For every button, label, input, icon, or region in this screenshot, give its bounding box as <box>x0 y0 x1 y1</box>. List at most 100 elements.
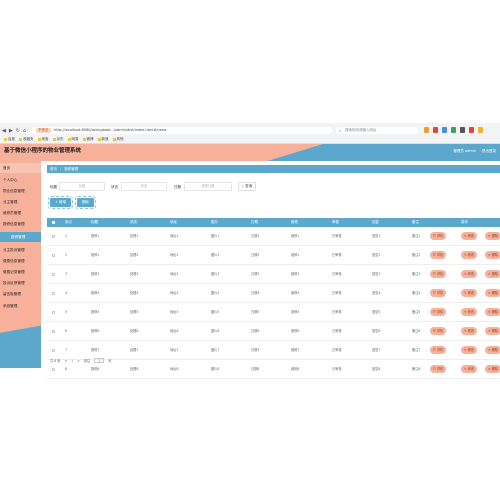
edit-button[interactable]: ✎ 修改 <box>461 251 478 259</box>
title-filter-input[interactable]: 标题 <box>59 182 105 191</box>
sidebar-item[interactable]: 业主投诉管理 <box>3 248 25 252</box>
edit-button[interactable]: ✎ 修改 <box>461 365 478 373</box>
sidebar-item[interactable]: 留言板管理 <box>3 292 21 296</box>
table-row[interactable]: 7 报修7 处理7 地址7 图片7 日期7 维修7 已审核 回复7 备注7 ☷ 详情 ✎ 修改 ✕ 删除 <box>47 341 500 360</box>
sidebar-item[interactable]: 业主管理 <box>3 200 18 204</box>
column-header[interactable]: 地址 <box>170 220 177 224</box>
detail-button[interactable]: ☷ 详情 <box>430 365 447 373</box>
back-icon[interactable]: ◀ <box>2 128 6 134</box>
extension-1-icon[interactable] <box>424 127 429 133</box>
column-header[interactable]: 备注 <box>412 220 419 224</box>
sidebar-item[interactable]: 个人中心 <box>3 178 18 182</box>
detail-button[interactable]: ☷ 详情 <box>430 232 447 240</box>
detail-button[interactable]: ☷ 详情 <box>430 346 447 354</box>
edit-button[interactable]: ✎ 修改 <box>461 270 478 278</box>
row-checkbox[interactable] <box>52 368 55 371</box>
column-header[interactable]: 状态 <box>130 220 137 224</box>
extension-4-icon[interactable] <box>451 127 456 133</box>
sidebar-item[interactable]: 投诉反馈管理 <box>3 281 25 285</box>
row-checkbox[interactable] <box>52 235 55 238</box>
delete-button[interactable]: ✕ 删除 <box>485 289 500 297</box>
batch-delete-button[interactable]: 删除 <box>75 196 97 209</box>
edit-button[interactable]: ✎ 修改 <box>461 327 478 335</box>
next-page-button[interactable]: > <box>77 359 80 363</box>
column-header[interactable]: 标题 <box>91 220 98 224</box>
select-all-checkbox[interactable] <box>52 221 55 224</box>
current-page[interactable]: 1 <box>71 359 74 363</box>
extension-3-icon[interactable] <box>442 127 447 133</box>
browser-search[interactable]: ⌕ 搜索网页或输入网址 <box>336 127 418 134</box>
sidebar-item[interactable]: 报修信息管理 <box>3 222 25 226</box>
column-header[interactable]: 操作 <box>461 220 468 224</box>
table-row[interactable]: 4 报修4 处理4 地址4 图片4 日期4 维修4 已审核 回复4 备注4 ☷ 详情 ✎ 修改 ✕ 删除 <box>47 284 500 303</box>
reload-icon[interactable]: ↻ <box>15 128 20 134</box>
bookmark-item[interactable]: 京东 <box>53 137 64 142</box>
column-header[interactable]: 索引 <box>65 220 72 224</box>
sidebar-item[interactable]: 维修员管理 <box>3 211 21 215</box>
edit-button[interactable]: ✎ 修改 <box>461 346 478 354</box>
table-row[interactable]: 6 报修6 处理6 地址6 图片6 日期6 维修6 已审核 回复6 备注6 ☷ 详情 ✎ 修改 ✕ 删除 <box>47 322 500 341</box>
forward-icon[interactable]: ▶ <box>8 128 13 134</box>
status-filter-input[interactable]: 状态 <box>121 182 167 191</box>
sidebar-item[interactable]: 缴费记录管理 <box>3 270 25 274</box>
bookmark-item[interactable]: 淘宝 <box>38 137 49 142</box>
extension-2-icon[interactable] <box>433 127 438 133</box>
breadcrumb-home[interactable]: 首页 <box>50 167 57 171</box>
row-checkbox[interactable] <box>52 292 55 295</box>
bookmark-item[interactable]: 百度 <box>4 137 15 142</box>
table-row[interactable]: 5 报修5 处理5 地址5 图片5 日期5 维修5 已审核 回复5 备注5 ☷ 详情 ✎ 修改 ✕ 删除 <box>47 303 500 322</box>
sidebar-item[interactable]: 报修管理 <box>0 232 41 242</box>
edit-button[interactable]: ✎ 修改 <box>461 308 478 316</box>
extension-6-icon[interactable] <box>469 127 474 133</box>
date-filter-input[interactable]: 报修日期 <box>184 182 232 191</box>
detail-button[interactable]: ☷ 详情 <box>430 327 447 335</box>
delete-button[interactable]: ✕ 删除 <box>485 251 500 259</box>
home-icon[interactable]: ⌂ <box>22 128 27 134</box>
sidebar-item[interactable]: 物业信息管理 <box>3 189 25 193</box>
row-checkbox[interactable] <box>52 311 55 314</box>
row-checkbox[interactable] <box>52 273 55 276</box>
bookmark-item[interactable]: 新浪 <box>98 137 109 142</box>
query-button[interactable]: ⌕ 查询 <box>238 182 257 191</box>
table-row[interactable]: 3 报修3 处理3 地址3 图片3 日期3 维修3 已审核 回复3 备注3 ☷ 详情 ✎ 修改 ✕ 删除 <box>47 265 500 284</box>
bookmark-item[interactable]: 网易 <box>68 137 79 142</box>
delete-button[interactable]: ✕ 删除 <box>485 270 500 278</box>
add-button[interactable]: + 新增 <box>47 196 74 209</box>
delete-button[interactable]: ✕ 删除 <box>485 365 500 373</box>
sidebar-item[interactable]: 缴费信息管理 <box>3 259 25 263</box>
row-checkbox[interactable] <box>52 254 55 257</box>
extension-5-icon[interactable] <box>460 127 465 133</box>
detail-button[interactable]: ☷ 详情 <box>430 251 447 259</box>
prev-page-button[interactable]: < <box>64 359 68 363</box>
detail-button[interactable]: ☷ 详情 <box>430 270 447 278</box>
detail-button[interactable]: ☷ 详情 <box>430 289 447 297</box>
table-cell: 处理1 <box>130 234 139 238</box>
sidebar-item[interactable]: 系统管理 <box>3 304 18 308</box>
table-row[interactable]: 2 报修2 处理2 地址2 图片2 日期2 维修2 已审核 回复2 备注2 ☷ 详情 ✎ 修改 ✕ 删除 <box>47 246 500 265</box>
delete-button[interactable]: ✕ 删除 <box>485 232 500 240</box>
column-header[interactable]: 日期 <box>251 220 258 224</box>
row-checkbox[interactable] <box>52 349 55 352</box>
delete-button[interactable]: ✕ 删除 <box>485 327 500 335</box>
url-text[interactable]: http://localhost:8080/springboot.../admi… <box>54 128 167 132</box>
goto-page-input[interactable]: 1 <box>94 358 105 363</box>
bookmark-item[interactable]: 微博 <box>83 137 94 142</box>
column-header[interactable]: 维修 <box>291 220 298 224</box>
extension-7-icon[interactable] <box>478 127 483 133</box>
edit-button[interactable]: ✎ 修改 <box>461 232 478 240</box>
column-header[interactable]: 图片 <box>211 220 218 224</box>
delete-button[interactable]: ✕ 删除 <box>485 346 500 354</box>
edit-button[interactable]: ✎ 修改 <box>461 289 478 297</box>
column-header[interactable]: 回复 <box>372 220 379 224</box>
table-row[interactable]: 8 报修8 处理8 地址8 图片8 日期8 维修8 已审核 回复8 备注8 ☷ 详情 ✎ 修改 ✕ 删除 <box>47 360 500 379</box>
address-bar[interactable]: 不安全 http://localhost:8080/springboot.../… <box>32 127 332 134</box>
row-checkbox[interactable] <box>52 330 55 333</box>
logout-link[interactable]: 退出登录 <box>482 149 496 153</box>
bookmark-item[interactable]: 收藏夹 <box>19 137 34 142</box>
delete-button[interactable]: ✕ 删除 <box>485 308 500 316</box>
column-header[interactable]: 审核 <box>332 220 339 224</box>
table-row[interactable]: 1 报修1 处理1 地址1 图片1 日期1 维修1 已审核 回复1 备注1 ☷ 详情 ✎ 修改 ✕ 删除 <box>47 227 500 246</box>
sidebar-item[interactable]: 首页 <box>0 163 41 173</box>
detail-button[interactable]: ☷ 详情 <box>430 308 447 316</box>
bookmark-item[interactable]: 其他 <box>113 137 124 142</box>
